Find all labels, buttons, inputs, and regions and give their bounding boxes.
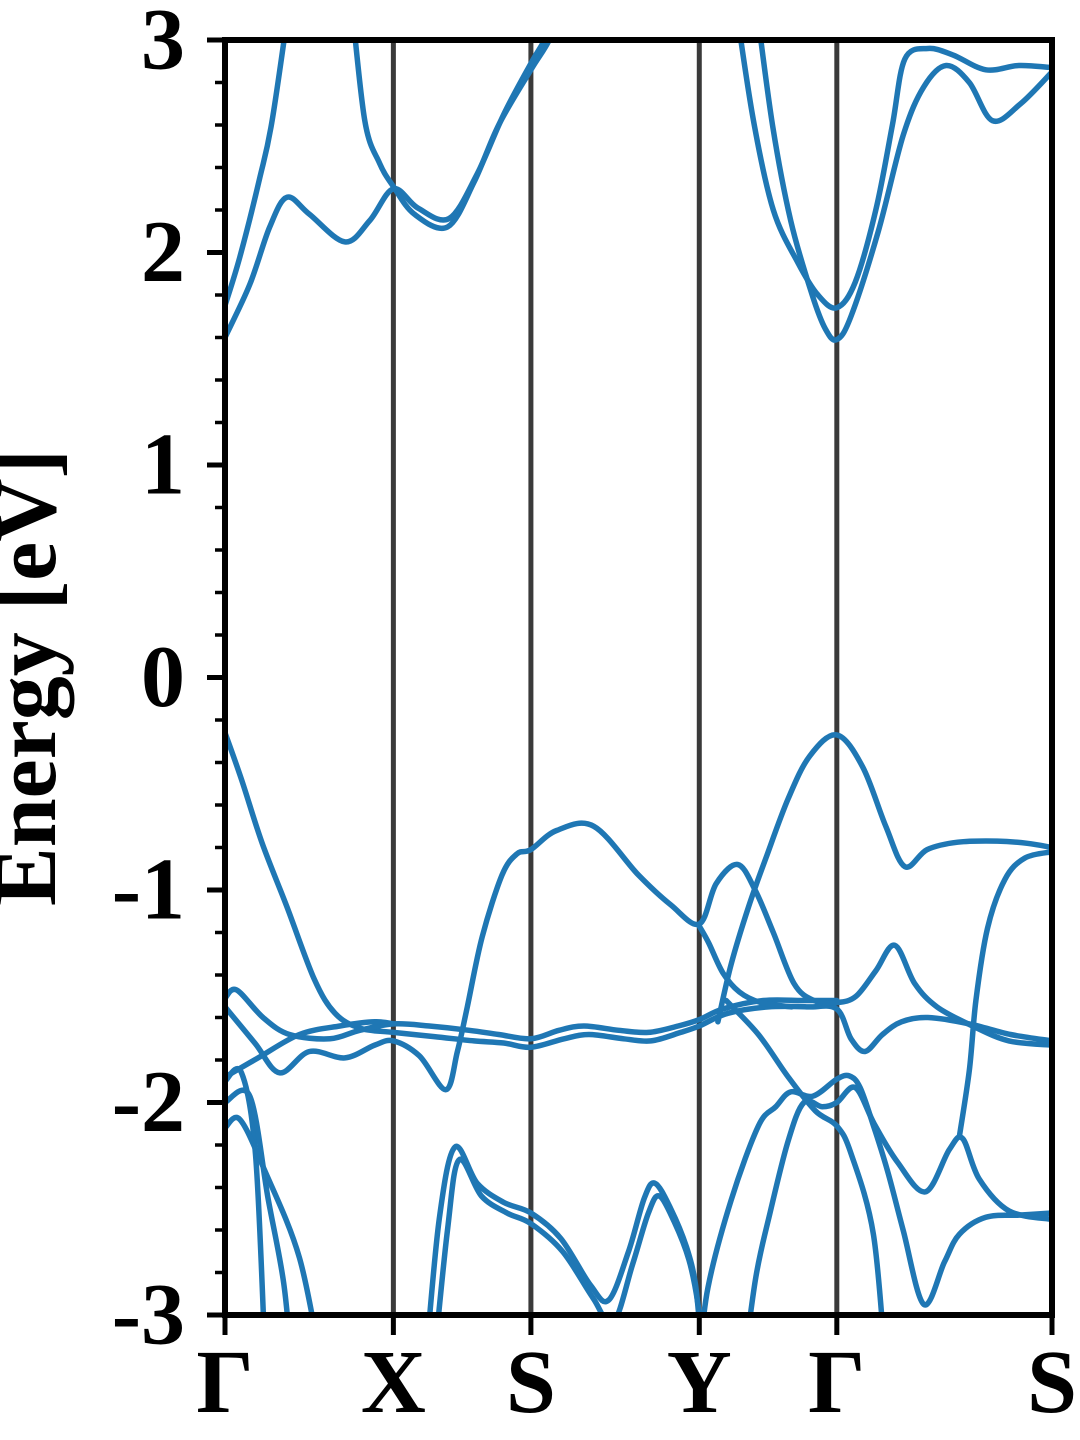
band-path-vb-y-split (696, 923, 795, 1010)
y-tick-label-0: 0 (141, 629, 185, 726)
y-tick-label--2: -2 (112, 1054, 185, 1151)
y-tick-label--3: -3 (112, 1267, 185, 1364)
band-path-vb-steep-1 (225, 1065, 267, 1315)
y-tick-label-1: 1 (141, 417, 185, 514)
y-tick-label--1: -1 (112, 842, 185, 939)
x-tick-label-2: S (506, 1333, 556, 1432)
y-tick-label-3: 3 (141, 0, 185, 89)
band-path-cb1-gamma1-rise (225, 40, 287, 309)
x-tick-label-5: S (1027, 1333, 1077, 1432)
band-path-vb-s-descender (956, 849, 1052, 1140)
band-path-vb-arc-2 (747, 1084, 1052, 1315)
band-path-vb-top-gamma2 (715, 732, 1052, 1025)
band-path-cb2-gamma2 (758, 40, 1052, 343)
band-path-vb-flat-a (225, 986, 840, 1042)
band-path-cb1-x-s (352, 40, 553, 232)
band-path-vb-flat-b (225, 1019, 397, 1080)
band-path-cb1-gamma2 (738, 40, 1052, 311)
x-tick-label-0: Γ (196, 1333, 253, 1432)
band-path-vb-top-gamma1 (225, 730, 1052, 1055)
bands-group (225, 40, 1052, 1315)
y-axis: 3 2 1 0 -1 -2 -3 (112, 0, 225, 1364)
x-tick-label-1: X (361, 1333, 426, 1432)
y-axis-title: Energy [eV] (0, 449, 75, 906)
band-path-vb-diagonal (723, 997, 885, 1315)
kpoint-lines (390, 40, 840, 1315)
x-tick-label-4: Γ (808, 1333, 865, 1432)
band-path-cb2-gamma1-x-s (225, 40, 548, 341)
band-path-vb-dispersive (225, 820, 1052, 1093)
y-tick-label-2: 2 (141, 204, 185, 301)
band-path-vb-arc-1 (700, 1072, 1052, 1315)
x-tick-label-3: Y (667, 1333, 732, 1432)
band-path-vb-steep-3 (225, 1114, 315, 1315)
band-path-vb-low-b (435, 1156, 703, 1315)
